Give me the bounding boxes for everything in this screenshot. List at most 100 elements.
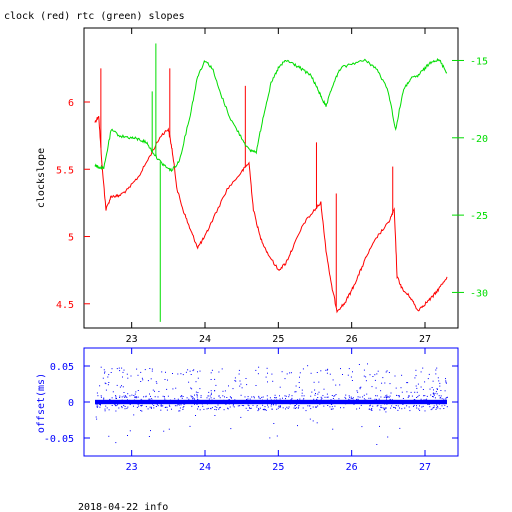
offset-point xyxy=(219,406,221,408)
offset-point xyxy=(272,404,274,406)
offset-point xyxy=(274,394,276,396)
offset-point xyxy=(387,396,389,398)
offset-point xyxy=(279,386,281,388)
offset-point xyxy=(158,391,160,392)
offset-point xyxy=(282,407,284,409)
offset-point xyxy=(162,395,164,397)
offset-point xyxy=(446,397,448,398)
offset-point xyxy=(265,376,267,378)
offset-point xyxy=(417,383,419,385)
offset-point xyxy=(410,401,412,403)
offset-point xyxy=(166,388,168,390)
slopes-plot-frame xyxy=(83,27,459,329)
offset-point xyxy=(441,398,443,400)
offset-point xyxy=(104,408,106,410)
offset-point xyxy=(317,401,318,403)
offset-point xyxy=(397,395,399,396)
offset-point xyxy=(234,380,236,382)
offset-point xyxy=(385,371,387,373)
offset-point xyxy=(239,385,241,387)
offset-point xyxy=(197,406,199,408)
offset-point xyxy=(358,399,359,401)
offset-point xyxy=(371,408,373,409)
offset-point xyxy=(151,398,153,400)
offset-point xyxy=(177,373,179,375)
offset-point xyxy=(123,392,125,393)
offset-point xyxy=(337,401,339,403)
offset-point xyxy=(116,398,117,399)
offset-point xyxy=(127,393,129,395)
offset-point xyxy=(156,382,158,384)
x-tick-label: 23 xyxy=(126,334,138,345)
offset-point xyxy=(327,405,329,406)
offset-point xyxy=(381,402,383,403)
offset-point xyxy=(279,406,281,408)
offset-point xyxy=(196,393,198,395)
offset-point xyxy=(376,395,378,397)
offset-point xyxy=(215,409,217,411)
offset-point xyxy=(273,423,275,424)
offset-point xyxy=(351,380,353,381)
offset-point xyxy=(331,406,333,408)
offset-point xyxy=(255,369,257,371)
offset-point xyxy=(241,405,243,406)
offset-point xyxy=(183,406,185,407)
offset-point xyxy=(270,399,272,401)
offset-point xyxy=(305,410,307,412)
offset-point xyxy=(125,396,127,398)
offset-point xyxy=(407,382,409,384)
offset-point xyxy=(227,407,228,409)
offset-point xyxy=(206,403,208,405)
offset-point xyxy=(116,368,118,370)
offset-point xyxy=(134,397,136,399)
offset-point xyxy=(138,405,140,407)
offset-point xyxy=(350,397,352,399)
offset-point xyxy=(379,400,381,402)
offset-point xyxy=(291,402,293,404)
offset-point xyxy=(192,398,194,400)
offset-point xyxy=(357,398,359,400)
offset-point xyxy=(413,404,415,406)
offset-point xyxy=(188,400,190,402)
offset-point xyxy=(238,373,240,375)
offset-point xyxy=(433,394,435,396)
offset-point xyxy=(320,398,322,400)
offset-point xyxy=(240,394,242,396)
offset-point xyxy=(291,399,293,401)
offset-point xyxy=(100,395,102,397)
offset-point xyxy=(322,395,324,397)
offset-point xyxy=(258,366,260,368)
offset-point xyxy=(426,398,428,400)
x-tick-label: 24 xyxy=(199,462,211,473)
offset-point xyxy=(99,385,101,387)
offset-point xyxy=(340,368,341,370)
offset-point xyxy=(359,387,361,389)
offset-point xyxy=(241,400,243,402)
offset-point xyxy=(413,399,415,401)
offset-point xyxy=(213,397,215,399)
offset-point xyxy=(258,397,260,399)
offset-point xyxy=(224,396,225,398)
offset-point xyxy=(282,397,283,399)
offset-point xyxy=(184,403,186,405)
offset-point xyxy=(367,363,368,365)
offset-point xyxy=(428,404,430,405)
offset-point xyxy=(385,395,387,397)
offset-point xyxy=(189,370,191,372)
offset-point xyxy=(129,395,131,397)
offset-point xyxy=(295,391,297,393)
offset-point xyxy=(319,400,321,402)
offset-point xyxy=(157,396,159,398)
offset-point xyxy=(97,403,99,405)
offset-point xyxy=(416,387,418,389)
offset-point xyxy=(253,397,255,399)
offset-point xyxy=(210,379,212,380)
offset-point xyxy=(102,377,104,379)
offset-point xyxy=(122,386,124,388)
offset-point xyxy=(145,406,147,408)
offset-point xyxy=(149,398,151,400)
offset-point xyxy=(240,416,242,418)
offset-point xyxy=(105,405,107,407)
offset-point xyxy=(155,381,157,383)
offset-point xyxy=(396,400,398,402)
